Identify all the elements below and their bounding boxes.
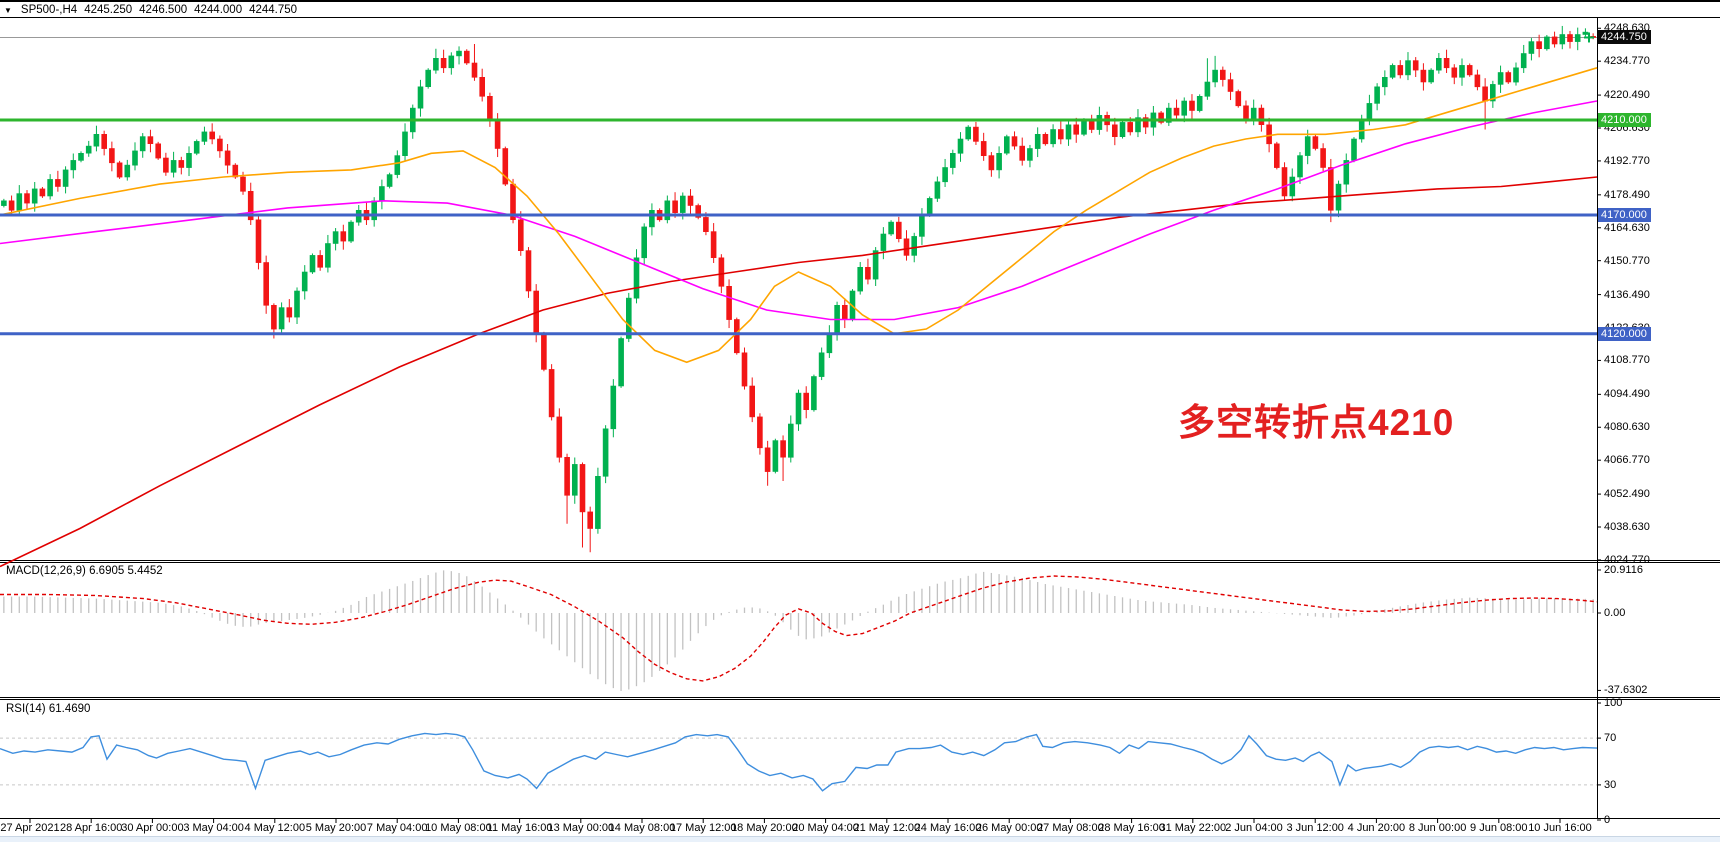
rsi-indicator-label: RSI(14) 61.4690 [6, 703, 90, 715]
collapse-triangle-icon[interactable]: ▼ [4, 5, 12, 15]
time-tick-label: 17 May 12:00 [669, 822, 737, 834]
level-price-badge: 4210.000 [1598, 113, 1651, 127]
time-tick-label: 21 May 12:00 [853, 822, 921, 834]
macd-tick-label: 0.00 [1604, 607, 1626, 619]
window-top-border [0, 0, 1720, 2]
macd-signal-value: 5.4452 [127, 565, 163, 577]
price-tick-label: 4024.770 [1604, 553, 1650, 566]
time-tick-label: 28 Apr 16:00 [59, 822, 123, 834]
time-tick-label: 10 Jun 16:00 [1528, 822, 1592, 834]
rsi-tick-label: 0 [1604, 814, 1611, 826]
price-tick-label: 4038.630 [1604, 521, 1650, 533]
time-tick-label: 18 May 20:00 [731, 822, 798, 834]
price-tick-label: 4066.770 [1604, 454, 1650, 467]
time-tick-label: 3 May 04:00 [183, 822, 244, 834]
time-tick-label: 31 May 22:00 [1159, 822, 1227, 834]
time-tick-label: 24 May 16:00 [914, 822, 982, 834]
time-tick-label: 2 Jun 04:00 [1225, 822, 1283, 834]
macd-tick-label: 20.9116 [1604, 563, 1643, 576]
time-tick-label: 4 May 12:00 [244, 822, 306, 834]
chart-text-annotation: 多空转折点4210 [1178, 402, 1455, 443]
time-tick-label: 14 May 08:00 [608, 822, 676, 834]
price-tick-label: 4164.630 [1604, 221, 1650, 234]
time-tick-label: 26 May 00:00 [975, 822, 1043, 834]
time-tick-label: 27 May 08:00 [1037, 822, 1104, 834]
time-tick-label: 4 Jun 20:00 [1347, 822, 1406, 834]
time-tick-label: 13 May 00:00 [547, 822, 615, 834]
time-tick-label: 5 May 20:00 [305, 822, 367, 834]
price-tick-label: 4108.770 [1604, 354, 1650, 367]
level-price-badge: 4120.000 [1598, 326, 1651, 341]
time-tick-label: 27 Apr 2021 [0, 822, 60, 834]
ohlc-open: 4245.250 [84, 4, 133, 16]
macd-name: MACD(12,26,9) [6, 565, 86, 577]
bottom-scroll-strip[interactable] [0, 836, 1720, 842]
rsi-tick-label: 100 [1604, 697, 1623, 709]
price-tick-label: 4052.490 [1604, 488, 1650, 501]
macd-tick-label: -37.6302 [1604, 684, 1648, 697]
price-tick-label: 4136.490 [1604, 288, 1650, 301]
level-price-badge: 4170.000 [1598, 208, 1651, 222]
time-tick-label: 8 Jun 00:00 [1408, 822, 1467, 834]
price-tick-label: 4094.490 [1604, 388, 1650, 401]
macd-main-value: 6.6905 [89, 565, 125, 577]
ohlc-close: 4244.750 [249, 4, 298, 16]
macd-indicator-label: MACD(12,26,9) 6.6905 5.4452 [6, 565, 163, 577]
price-tick-label: 4178.490 [1604, 188, 1650, 201]
symbol-period-label: SP500-,H4 [20, 4, 78, 16]
ohlc-low: 4244.000 [194, 4, 243, 16]
rsi-tick-label: 30 [1604, 778, 1617, 791]
rsi-value: 61.4690 [48, 703, 91, 715]
time-tick-label: 3 Jun 12:00 [1286, 822, 1344, 834]
rsi-tick-label: 70 [1604, 732, 1617, 745]
ohlc-high: 4246.500 [139, 4, 188, 16]
rsi-name: RSI(14) [6, 703, 46, 715]
time-tick-label: 11 May 16:00 [486, 822, 553, 834]
price-tick-label: 4220.490 [1604, 89, 1650, 102]
current-price-badge: 4244.750 [1598, 30, 1651, 45]
time-tick-label: 28 May 16:00 [1098, 822, 1165, 834]
time-tick-label: 20 May 04:00 [792, 822, 859, 834]
time-tick-label: 9 Jun 08:00 [1470, 822, 1528, 834]
price-tick-label: 4080.630 [1604, 421, 1650, 434]
price-tick-label: 4150.770 [1604, 254, 1650, 267]
price-tick-label: 4192.770 [1604, 154, 1650, 167]
time-tick-label: 10 May 08:00 [425, 822, 492, 834]
time-tick-label: 7 May 04:00 [366, 822, 428, 834]
price-tick-label: 4234.770 [1604, 55, 1650, 68]
time-tick-label: 30 Apr 00:00 [121, 822, 184, 834]
chart-header: ▼ SP500-,H4 4245.250 4246.500 4244.000 4… [4, 3, 297, 17]
